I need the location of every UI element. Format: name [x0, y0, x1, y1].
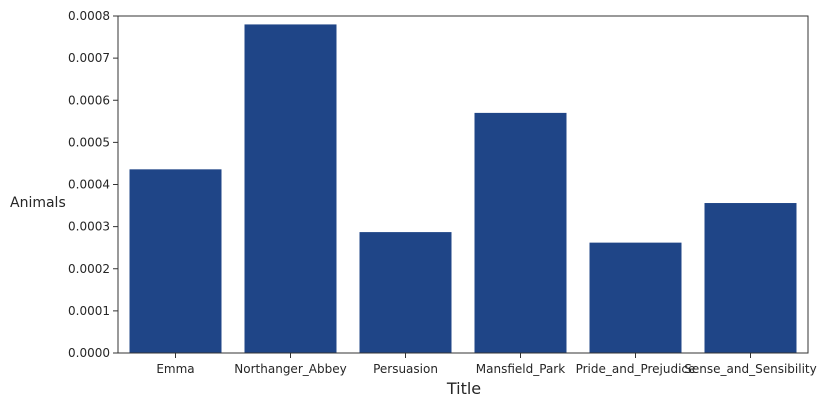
x-tick-label: Northanger_Abbey	[234, 362, 346, 376]
y-tick-label: 0.0005	[68, 135, 110, 149]
x-axis-ticks: Emma Northanger_Abbey Persuasion Mansfield_…	[156, 353, 817, 376]
x-tick-label: Pride_and_Prejudice	[576, 362, 696, 376]
y-tick-label: 0.0000	[68, 346, 110, 360]
bar-persuasion	[359, 232, 452, 353]
x-tick-label: Mansfield_Park	[476, 362, 565, 376]
bars	[129, 24, 797, 354]
bar-mansfield-park	[474, 112, 567, 353]
y-tick-label: 0.0002	[68, 262, 110, 276]
y-tick-label: 0.0007	[68, 51, 110, 65]
bar-northanger-abbey	[244, 24, 337, 354]
plot-frame	[117, 15, 809, 354]
bar-pride-and-prejudice	[589, 242, 682, 353]
y-axis-label: Animals	[10, 195, 66, 211]
bar-emma	[129, 169, 222, 353]
y-tick-label: 0.0004	[68, 178, 110, 192]
y-tick-label: 0.0001	[68, 304, 110, 318]
y-tick-label: 0.0003	[68, 220, 110, 234]
y-tick-label: 0.0006	[68, 93, 110, 107]
x-tick-label: Sense_and_Sensibility	[684, 362, 816, 376]
y-tick-label: 0.0008	[68, 9, 110, 23]
y-axis-ticks: 0.0000 0.0001 0.0002 0.0003 0.0004 0.0005 0.00…	[68, 9, 118, 360]
x-tick-label: Persuasion	[373, 362, 438, 376]
bar-sense-and-sensibility	[704, 203, 797, 353]
x-tick-label: Emma	[156, 362, 194, 376]
x-axis-label: Title	[446, 379, 481, 394]
